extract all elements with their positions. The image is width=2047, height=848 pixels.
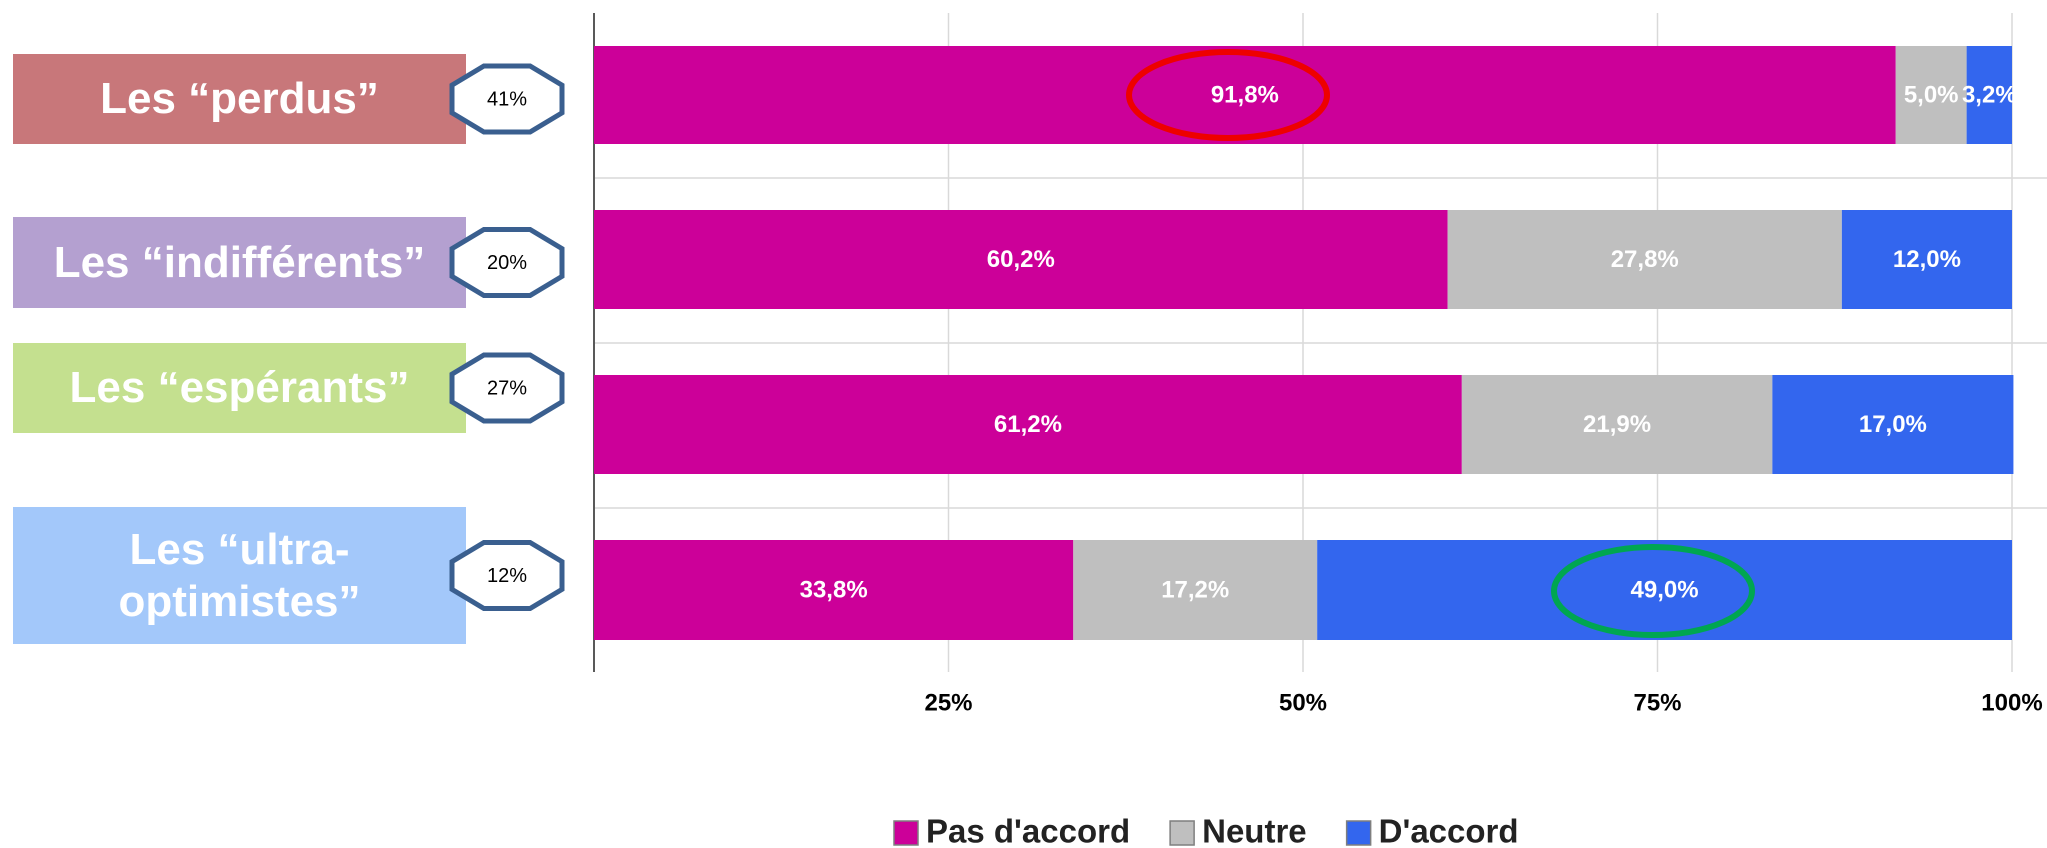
- group-label: Les “ultra-optimistes”: [13, 507, 466, 644]
- bar-segment: [1966, 46, 2012, 144]
- legend-label: D'accord: [1379, 813, 1519, 848]
- share-label: 20%: [487, 252, 527, 274]
- group-label: Les “perdus”: [13, 54, 466, 144]
- share-badge: [449, 540, 565, 611]
- bar-segment: [1895, 46, 1967, 144]
- bar-value-label: 12,0%: [1893, 246, 1961, 273]
- legend-label: Neutre: [1202, 813, 1307, 848]
- bar-segment: [1073, 540, 1318, 640]
- legend-swatch: [1345, 820, 1372, 846]
- bar-value-label: 61,2%: [994, 411, 1062, 438]
- bar-value-label: 21,9%: [1583, 411, 1651, 438]
- x-tick-label: 50%: [1279, 689, 1327, 716]
- x-tick-label: 75%: [1633, 689, 1681, 716]
- x-tick-label: 100%: [1981, 689, 2042, 716]
- legend-swatch: [893, 820, 919, 846]
- bar-segment: [594, 540, 1074, 640]
- bar-segment: [594, 375, 1462, 474]
- bar-segment: [594, 210, 1448, 309]
- bar-value-label: 17,2%: [1161, 576, 1229, 603]
- highlight-ellipse: [1551, 544, 1755, 638]
- highlight-ellipse: [1126, 49, 1330, 141]
- bar-value-label: 17,0%: [1859, 411, 1927, 438]
- bar-value-label: 27,8%: [1611, 246, 1679, 273]
- bar-value-label: 3,2%: [1962, 81, 2017, 108]
- bar-value-label: 33,8%: [800, 576, 868, 603]
- bar-segment: [1447, 210, 1842, 309]
- share-label: 12%: [487, 565, 527, 587]
- share-badge: [449, 63, 565, 135]
- bar-value-label: 60,2%: [987, 246, 1055, 273]
- legend-swatch: [1169, 820, 1195, 846]
- bar-segment: [1772, 375, 2014, 474]
- bar-segment: [1461, 375, 1773, 474]
- group-label: Les “indifférents”: [13, 217, 466, 308]
- legend-label: Pas d'accord: [926, 813, 1130, 848]
- bar-value-label: 5,0%: [1904, 81, 1959, 108]
- bar-value-label: 49,0%: [1631, 576, 1699, 603]
- bar-segment: [594, 46, 1896, 144]
- share-label: 41%: [487, 88, 527, 110]
- bar-value-label: 91,8%: [1211, 81, 1279, 108]
- bar-segment: [1841, 210, 2012, 309]
- share-badge: [449, 227, 565, 298]
- share-label: 27%: [487, 377, 527, 399]
- group-label: Les “espérants”: [13, 343, 466, 433]
- x-tick-label: 25%: [924, 689, 972, 716]
- bar-segment: [1317, 540, 2012, 640]
- share-badge: [449, 352, 565, 424]
